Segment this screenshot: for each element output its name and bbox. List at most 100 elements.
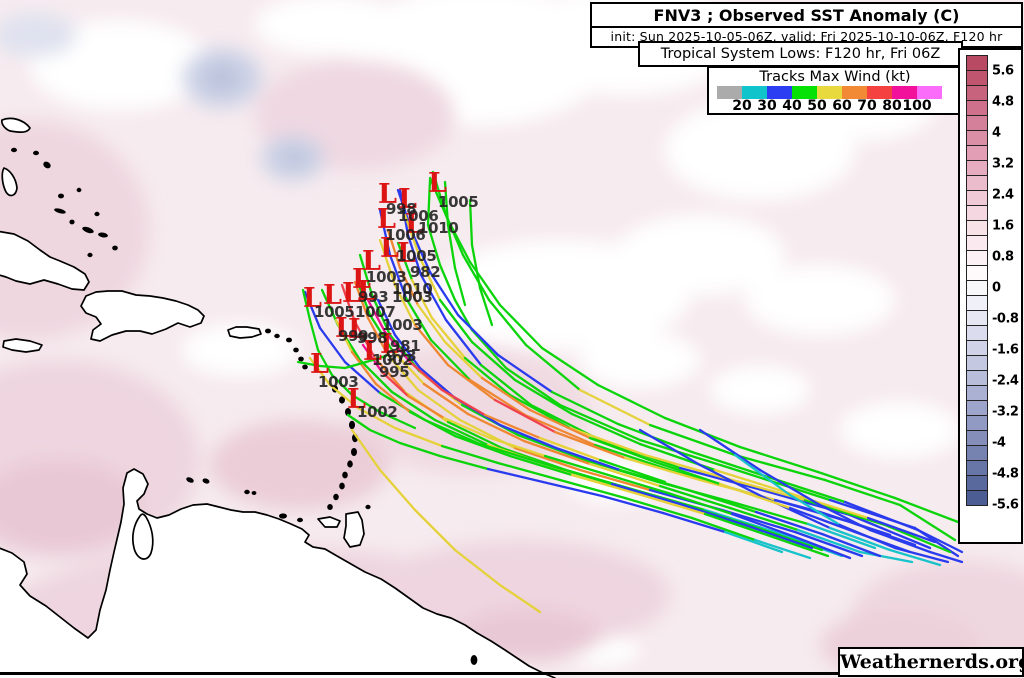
colorbar-segment [966, 235, 988, 251]
colorbar-tick-label: -0.8 [992, 311, 1019, 327]
model-track-segment [508, 454, 574, 477]
model-track-segment [636, 492, 707, 516]
pressure-label: 1010 [418, 219, 459, 237]
low-marker-L: L [335, 313, 354, 344]
model-track-segment [603, 472, 670, 495]
model-track-segment [456, 313, 500, 357]
wind-speed-swatch [892, 86, 917, 99]
model-track-segment [538, 436, 602, 462]
model-track-segment [350, 350, 378, 386]
model-track-segment [468, 198, 474, 247]
lake-maracaibo [131, 513, 154, 560]
colorbar-segment [966, 295, 988, 311]
colorbar-tick-label: -5.6 [992, 497, 1019, 513]
model-track-segment [648, 423, 737, 457]
model-track-segment [486, 467, 545, 484]
coastline-andros [1, 167, 18, 197]
model-track-segment [378, 238, 397, 287]
small-islands [11, 147, 478, 665]
pressure-label: 995 [379, 363, 409, 381]
model-track-segment [508, 393, 572, 430]
model-track-segment [570, 412, 642, 446]
low-marker-L: L [362, 246, 381, 277]
model-track-segment [678, 502, 750, 528]
model-track-segment [487, 298, 528, 347]
branding-panel: Weathernerds.org [838, 647, 1024, 677]
model-track-segment [366, 298, 387, 334]
model-track-segment [466, 412, 526, 443]
model-track-segment [453, 548, 502, 587]
wind-speed-label: 60 [832, 98, 852, 114]
model-track-segment [374, 382, 412, 414]
model-track-segment [570, 473, 640, 496]
model-track-segment [760, 488, 852, 517]
pressure-label: 999 [338, 327, 368, 345]
lows-panel: Tropical System Lows: F120 hr, Fri 06Z [638, 41, 963, 67]
model-track-segment [393, 426, 444, 448]
sst-colorbar-ticks: 5.6 4.8 4 3.2 2.4 1.6 0.8 0 -0.8 -1.6 -2.4 -3.2 -4 -4… [992, 56, 1024, 536]
low-marker-L: L [357, 276, 376, 307]
model-track-segment [788, 506, 857, 534]
model-track-segment [541, 480, 604, 498]
wind-speed-swatch [792, 86, 817, 99]
model-track-segment [393, 333, 422, 370]
model-track-segment [438, 263, 457, 302]
model-track-segment [426, 223, 442, 267]
colorbar-segment [966, 415, 988, 431]
colorbar-segment [966, 460, 988, 476]
wind-legend-labels: 20 30 40 50 60 70 80 100 [709, 98, 961, 115]
wind-speed-label: 80 [882, 98, 902, 114]
colorbar-segment [966, 100, 988, 116]
model-track-segment [478, 442, 547, 466]
model-track-segment [343, 360, 368, 370]
branding-label: Weathernerds.org [840, 651, 1024, 673]
colorbar-segment [966, 250, 988, 266]
pressure-label: 1006 [385, 226, 426, 244]
colorbar-tick-label: 5.6 [992, 63, 1014, 79]
pressure-label: 1005 [438, 193, 479, 211]
model-track-segment [470, 340, 517, 382]
model-track-segment [446, 218, 472, 264]
pressure-label: 1002 [372, 351, 413, 369]
model-track-segment [698, 463, 767, 500]
low-marker-L: L [347, 384, 366, 415]
model-track-segment [426, 178, 432, 227]
colorbar-tick-label: 4 [992, 125, 1001, 141]
colorbar-tick-label: 0 [992, 280, 1001, 296]
model-track-segment [355, 278, 372, 317]
model-track-segment [478, 286, 494, 327]
wind-speed-swatch [867, 86, 892, 99]
model-track-segment [568, 426, 647, 457]
model-track-segment [408, 410, 457, 438]
model-track-segment [403, 213, 422, 260]
colorbar-tick-label: -4.8 [992, 466, 1019, 482]
model-track-segment [353, 320, 377, 360]
model-track-segment [470, 243, 482, 290]
model-track-segment [416, 388, 462, 422]
lows-label: Tropical System Lows: F120 hr, Fri 06Z [660, 46, 941, 62]
coastline-bahama-bank [1, 117, 31, 133]
model-track-segment [686, 488, 758, 514]
pressure-label: 993 [358, 288, 388, 306]
model-track-segment [438, 298, 474, 344]
low-marker-L: L [363, 336, 382, 367]
model-track-segment [453, 434, 512, 458]
coastline-jamaica [2, 338, 43, 353]
model-track-segment [318, 364, 347, 370]
model-track-segment [398, 441, 442, 458]
wind-speed-swatch [767, 86, 792, 99]
model-track-segment [416, 303, 447, 344]
model-track-segment [703, 508, 777, 534]
model-track-segment [390, 348, 426, 386]
pressure-label: 1007 [355, 303, 396, 321]
pressure-label: 1003 [366, 268, 407, 286]
model-track-segment [356, 406, 397, 430]
model-track-segment [340, 283, 357, 324]
colorbar-segment [966, 385, 988, 401]
model-track-segment [820, 532, 882, 558]
colorbar-tick-label: -3.2 [992, 404, 1019, 420]
model-track-segment [430, 316, 467, 360]
pressure-label: 1003 [318, 373, 359, 391]
